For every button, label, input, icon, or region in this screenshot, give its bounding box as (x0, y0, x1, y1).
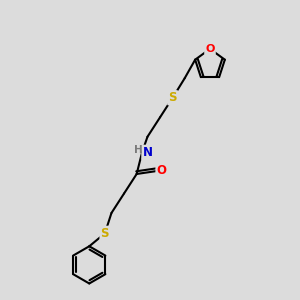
Text: H: H (134, 145, 143, 155)
Text: S: S (100, 227, 109, 240)
Text: S: S (168, 91, 177, 104)
Text: N: N (142, 146, 152, 159)
Text: O: O (205, 44, 215, 54)
Text: O: O (157, 164, 166, 178)
